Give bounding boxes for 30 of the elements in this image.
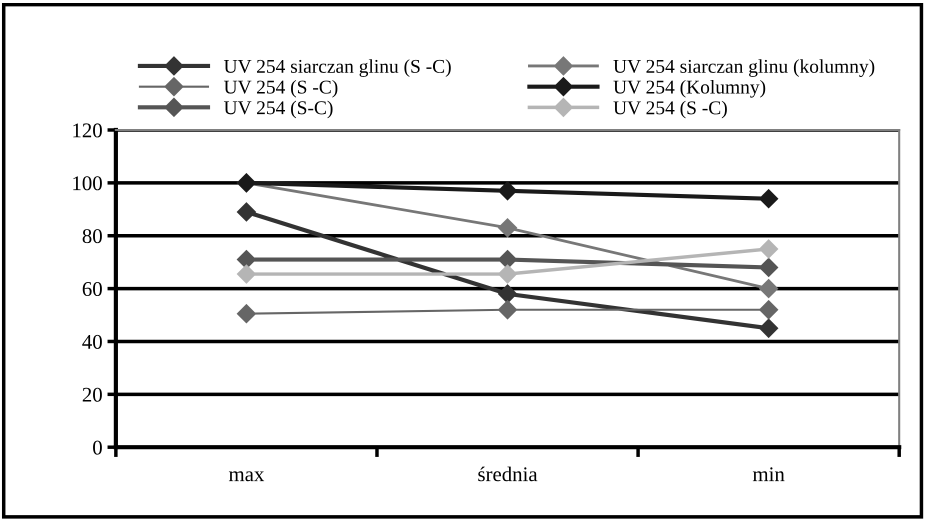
y-tick-label: 120 xyxy=(73,123,102,138)
y-tick-label: 40 xyxy=(82,334,102,349)
point xyxy=(236,264,256,284)
point xyxy=(759,300,778,320)
point xyxy=(236,304,256,324)
legend-label: UV 254 (S -C) xyxy=(613,100,727,118)
x-tick-label: średnia xyxy=(478,466,538,482)
legend-label: UV 254 (S -C) xyxy=(224,80,338,98)
y-tick-label: 20 xyxy=(82,388,102,402)
point xyxy=(759,258,778,277)
point xyxy=(498,218,518,238)
x-tick-label: max xyxy=(228,471,264,482)
legend-label: UV 254 (Kolumny) xyxy=(613,80,766,98)
point xyxy=(498,284,518,304)
legend-label: UV 254 (S-C) xyxy=(224,100,333,118)
point xyxy=(759,239,778,258)
point xyxy=(498,300,518,320)
x-tick-label: min xyxy=(752,467,785,482)
legend-label: UV 254 siarczan glinu (kolumny) xyxy=(613,59,874,77)
point xyxy=(759,318,778,338)
y-tick-label: 60 xyxy=(82,282,102,296)
point xyxy=(759,279,778,298)
y-tick-label: 100 xyxy=(73,176,102,190)
y-tick-label: 0 xyxy=(93,440,102,455)
point xyxy=(498,181,518,200)
y-tick-label: 80 xyxy=(82,229,102,244)
point xyxy=(498,264,518,284)
point xyxy=(759,189,778,208)
legend-label: UV 254 siarczan glinu (S -C) xyxy=(224,59,451,77)
point xyxy=(236,202,256,222)
